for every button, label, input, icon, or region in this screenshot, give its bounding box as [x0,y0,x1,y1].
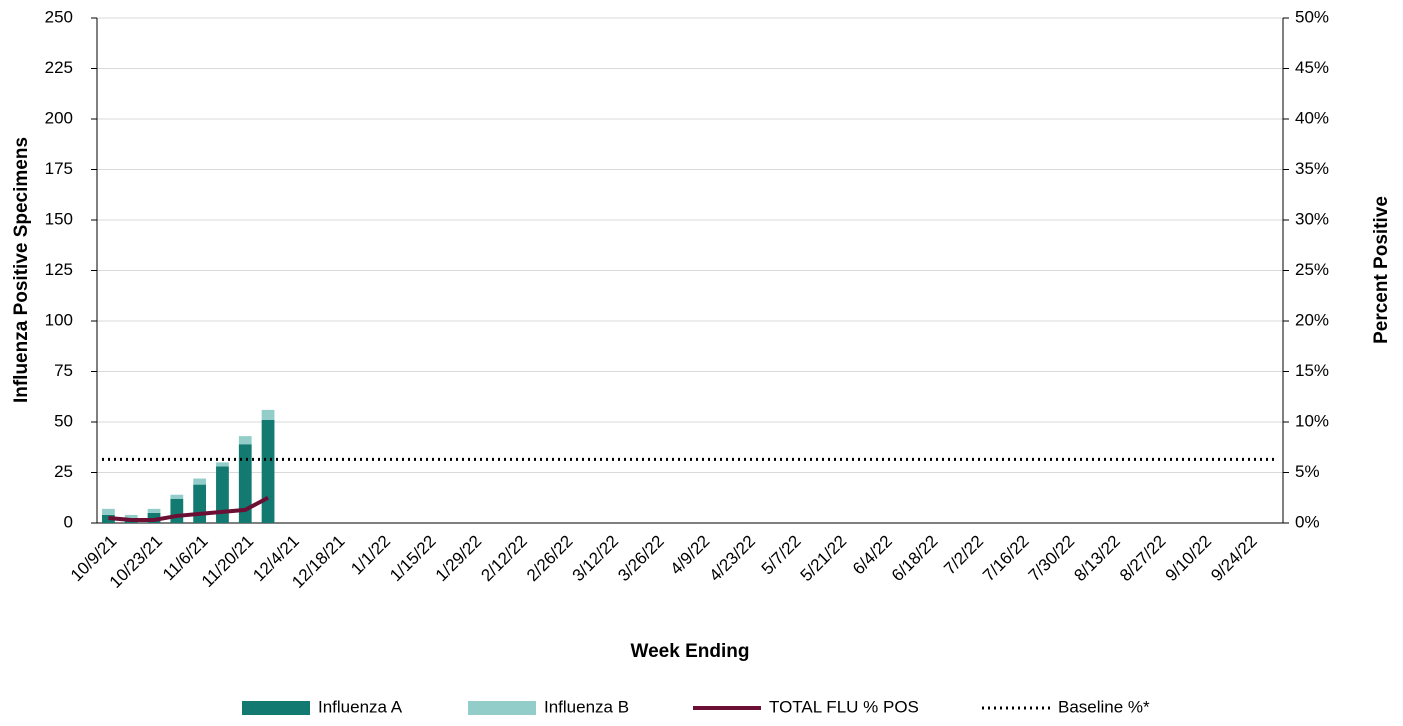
x-tick-label: 1/29/22 [432,532,486,586]
bar [238,444,252,523]
x-tick-label: 3/26/22 [614,532,668,586]
y2-tick-label: 20% [1295,310,1329,329]
y2-tick-label: 25% [1295,260,1329,279]
y-tick-label: 225 [45,58,73,77]
bar [193,484,207,523]
y-axis-title: Influenza Positive Specimens [11,137,32,403]
y2-tick-label: 15% [1295,361,1329,380]
bar [170,494,184,499]
y-tick-label: 250 [45,7,73,26]
y2-tick-label: 5% [1295,462,1320,481]
y-tick-label: 50 [54,411,73,430]
y2-tick-label: 45% [1295,58,1329,77]
y2-tick-label: 35% [1295,159,1329,178]
line [108,495,269,522]
y-tick-label: 75 [54,361,73,380]
y-tick-label: 100 [45,310,73,329]
y2-axis-title: Percent Positive [1371,196,1392,344]
x-tick-label: 9/24/22 [1207,532,1261,586]
x-tick-label: 9/10/22 [1162,532,1216,586]
legend-swatch [242,701,310,715]
bar [238,436,252,445]
x-tick-label: 2/26/22 [523,532,577,586]
x-axis-title: Week Ending [631,641,750,662]
bar [147,508,161,513]
x-tick-label: 5/21/22 [797,532,851,586]
bar [124,514,138,519]
y-tick-label: 0 [64,512,73,531]
y2-tick-label: 50% [1295,7,1329,26]
legend-label: Influenza A [318,697,403,716]
x-tick-label: 7/16/22 [979,532,1033,586]
legend-label: TOTAL FLU % POS [769,697,919,716]
y2-tick-label: 0% [1295,512,1320,531]
legend-label: Influenza B [544,697,629,716]
x-tick-label: 8/27/22 [1116,532,1170,586]
bar [170,498,184,523]
y-tick-label: 150 [45,209,73,228]
y-tick-label: 175 [45,159,73,178]
y-tick-label: 125 [45,260,73,279]
x-tick-label: 4/23/22 [705,532,759,586]
bar [261,419,275,523]
y-tick-label: 200 [45,108,73,127]
legend-label: Baseline %* [1058,697,1150,716]
x-tick-label: 7/30/22 [1025,532,1079,586]
bar [193,478,207,485]
x-tick-label: 2/12/22 [477,532,531,586]
bar [261,409,275,420]
x-tick-label: 8/13/22 [1070,532,1124,586]
legend-swatch [468,701,536,715]
bar [102,508,115,515]
x-tick-label: 6/18/22 [888,532,942,586]
x-tick-label: 3/12/22 [569,532,623,586]
y2-tick-label: 40% [1295,108,1329,127]
y-tick-label: 25 [54,462,73,481]
x-tick-label: 1/15/22 [386,532,440,586]
y2-tick-label: 10% [1295,411,1329,430]
y2-tick-label: 30% [1295,209,1329,228]
bar [216,462,229,467]
bar [216,466,229,523]
